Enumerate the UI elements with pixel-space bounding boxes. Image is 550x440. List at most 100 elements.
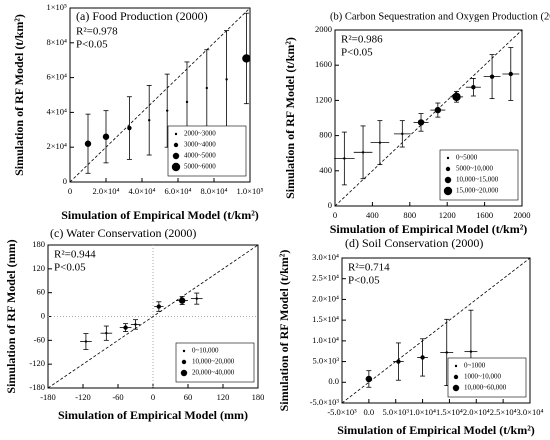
y-tick-label: 60 xyxy=(37,287,46,297)
panel-title: (a) Food Production (2000) xyxy=(76,9,208,23)
y-tick-label: 120 xyxy=(32,263,45,273)
y-tick-label: 0 xyxy=(328,200,332,210)
legend-label: 10,000~20,000 xyxy=(192,358,235,366)
point xyxy=(469,350,473,353)
y-tick-label: 1.5×10⁴ xyxy=(312,314,339,324)
legend-marker xyxy=(172,152,180,160)
x-tick-label: 0 xyxy=(151,392,155,402)
legend-label: 0~10,000 xyxy=(192,347,219,355)
x-tick-label: 6.0×10⁴ xyxy=(165,186,192,196)
legend-marker xyxy=(171,162,181,172)
plot-frame xyxy=(69,7,251,183)
legend-label: 0~1000 xyxy=(464,362,486,370)
legend-marker xyxy=(446,156,450,160)
point xyxy=(396,359,401,364)
legend-label: 10,000~60,000 xyxy=(464,384,507,392)
one-to-one-line xyxy=(69,7,251,183)
point xyxy=(178,297,186,304)
annotation: P<0.05 xyxy=(54,262,86,274)
x-tick-label: 800 xyxy=(403,210,416,220)
x-tick-label: -60 xyxy=(112,392,123,402)
y-tick-label: 2.0×10⁴ xyxy=(312,293,339,303)
panel-title: (d) Soil Conservation (2000) xyxy=(345,236,483,250)
x-tick-label: 5.0×10³ xyxy=(382,407,409,417)
x-tick-label: 2.5×10⁴ xyxy=(490,407,517,417)
legend-marker xyxy=(452,384,460,392)
x-tick-label: 0 xyxy=(68,186,72,196)
annotation: P<0.05 xyxy=(76,39,108,51)
x-tick-label: 60 xyxy=(184,392,193,402)
y-tick-label: 8×10⁴ xyxy=(46,37,67,47)
annotation: P<0.05 xyxy=(341,47,373,59)
legend-marker xyxy=(182,349,186,353)
legend-box xyxy=(447,357,527,398)
point xyxy=(84,140,92,147)
x-axis-label: Simulation of Empirical Model (t/km²) xyxy=(337,423,535,437)
point xyxy=(471,85,476,90)
legend-label: 1000~10,000 xyxy=(464,373,502,381)
x-tick-label: 8.0×10⁴ xyxy=(201,186,228,196)
y-axis-label: Simulation of RF Model (t/km²) xyxy=(277,250,291,412)
one-to-one-line xyxy=(47,244,259,389)
annotation: P<0.05 xyxy=(348,275,380,287)
y-tick-label: -120 xyxy=(29,358,45,368)
legend-label: 15,000~20,000 xyxy=(456,187,499,195)
y-tick-label: 3.0×10⁴ xyxy=(312,252,339,262)
legend-label: 2000~3000 xyxy=(184,130,216,138)
annotation: R²=0.714 xyxy=(348,262,390,274)
plot-frame xyxy=(334,29,523,207)
legend-marker xyxy=(445,166,451,172)
legend-label: 3000~4000 xyxy=(184,141,216,149)
point xyxy=(489,74,495,79)
x-tick-label: 120 xyxy=(217,392,230,402)
point xyxy=(185,100,189,104)
legend-label: 20,000~40,000 xyxy=(192,369,235,377)
y-tick-label: 1×10⁵ xyxy=(46,2,67,12)
point xyxy=(123,325,128,330)
point xyxy=(420,355,425,360)
point xyxy=(102,133,110,140)
legend-marker xyxy=(173,142,179,148)
point xyxy=(343,157,346,160)
point xyxy=(378,141,382,144)
point xyxy=(195,297,198,300)
x-tick-label: -180 xyxy=(40,392,56,402)
point xyxy=(401,132,404,136)
y-tick-label: 1600 xyxy=(315,59,332,69)
y-tick-label: 5.0×10³ xyxy=(313,356,340,366)
point xyxy=(225,78,228,81)
legend-label: 5000~6000 xyxy=(184,163,216,171)
point xyxy=(205,86,208,90)
y-tick-label: 0 xyxy=(63,176,67,186)
legend-marker xyxy=(444,176,452,184)
legend-marker xyxy=(181,359,187,365)
legend-marker xyxy=(180,369,188,377)
point xyxy=(127,125,132,131)
legend-label: 5000~10,000 xyxy=(456,165,494,173)
legend-label: 0~5000 xyxy=(456,154,478,162)
legend-marker xyxy=(454,364,458,368)
x-tick-label: -5.0×10³ xyxy=(327,407,357,417)
x-axis-label: Simulation of Empirical Model (mm) xyxy=(58,408,248,422)
x-tick-label: 1.0×10⁴ xyxy=(409,407,436,417)
y-tick-label: -60 xyxy=(34,334,45,344)
y-axis-label: Simulation of RF Model (mm) xyxy=(4,239,18,393)
x-tick-label: 1.5×10⁴ xyxy=(436,407,463,417)
point xyxy=(242,54,251,63)
x-tick-label: 0.0 xyxy=(364,407,375,417)
y-tick-label: 1200 xyxy=(315,94,332,104)
y-tick-label: 2.5×10⁴ xyxy=(312,273,339,283)
x-tick-label: 180 xyxy=(252,392,265,402)
legend-box xyxy=(439,149,519,201)
y-tick-label: 4×10⁴ xyxy=(46,106,67,116)
y-tick-label: -5.0×10³ xyxy=(310,397,340,407)
legend-marker xyxy=(443,186,453,196)
y-tick-label: 6×10⁴ xyxy=(46,72,67,82)
legend-marker xyxy=(174,132,178,136)
y-tick-label: -180 xyxy=(29,382,45,392)
y-axis-label: Simulation of RF Model (t/km²) xyxy=(283,37,297,199)
y-tick-label: 2×10⁴ xyxy=(46,141,67,151)
annotation: R²=0.986 xyxy=(341,34,383,46)
x-axis-label: Simulation of Empirical Model (t/km²) xyxy=(330,222,528,236)
